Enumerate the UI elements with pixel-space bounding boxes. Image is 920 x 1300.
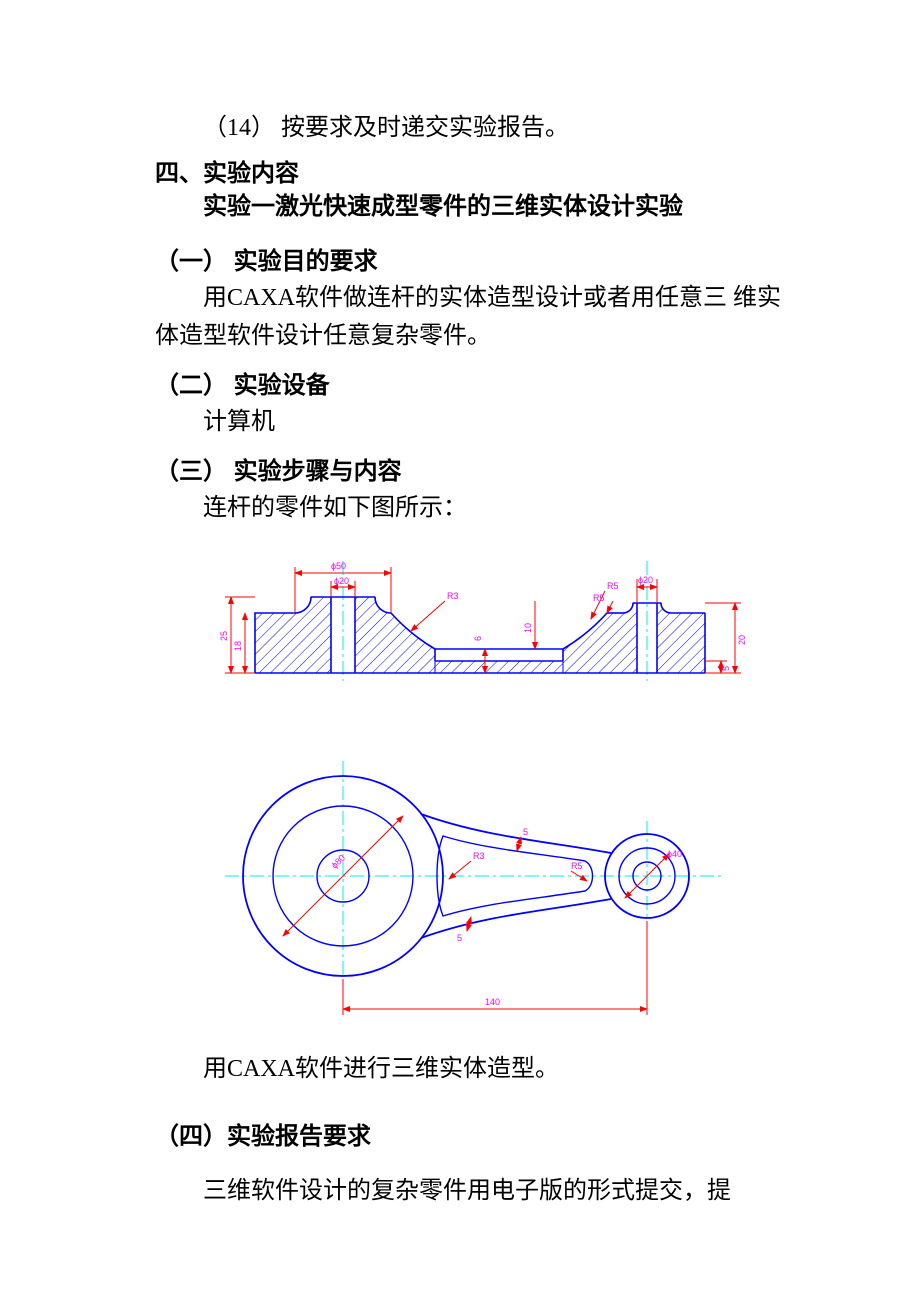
subhead-report: （四）实验报告要求 [155,1116,785,1151]
svg-text:5: 5 [523,827,528,837]
svg-text:R3: R3 [473,851,485,861]
subhead-steps: （三） 实验步骤与内容 [155,451,785,486]
experiment-1-title: 实验一激光快速成型零件的三维实体设计实验 [155,188,785,225]
svg-text:25: 25 [219,631,229,641]
svg-text:R5: R5 [593,593,605,603]
svg-text:20: 20 [737,635,747,645]
purpose-body: 用CAXA软件做连杆的实体造型设计或者用任意三 维实体造型软件设计任意复杂零件。 [155,280,785,354]
svg-text:R3: R3 [447,591,459,601]
svg-text:5: 5 [457,933,462,943]
svg-text:ϕ20: ϕ20 [334,576,349,586]
figure-connecting-rod: ϕ50 ϕ20 ϕ20 R3 R5 R5 25 18 6 10 20 5 [195,541,785,1041]
svg-text:R5: R5 [607,581,619,591]
svg-text:ϕ50: ϕ50 [331,561,346,571]
svg-text:10: 10 [523,623,533,633]
subhead-purpose: （一） 实验目的要求 [155,241,785,276]
svg-text:6: 6 [473,636,483,641]
steps-intro: 连杆的零件如下图所示： [155,490,785,527]
svg-text:140: 140 [485,997,500,1007]
svg-text:R5: R5 [571,861,583,871]
svg-text:5: 5 [721,666,731,671]
svg-text:18: 18 [233,641,243,651]
section-4-title: 四、实验内容 [155,153,785,188]
caxa-line: 用CAXA软件进行三维实体造型。 [155,1051,785,1088]
equipment-body: 计算机 [155,404,785,441]
svg-text:ϕ20: ϕ20 [638,575,653,585]
subhead-equipment: （二） 实验设备 [155,365,785,400]
line-14: （14） 按要求及时递交实验报告。 [155,110,785,147]
svg-text:ϕ80: ϕ80 [329,853,347,871]
svg-text:ϕ40: ϕ40 [667,849,682,859]
report-body: 三维软件设计的复杂零件用电子版的形式提交，提 [155,1173,785,1210]
